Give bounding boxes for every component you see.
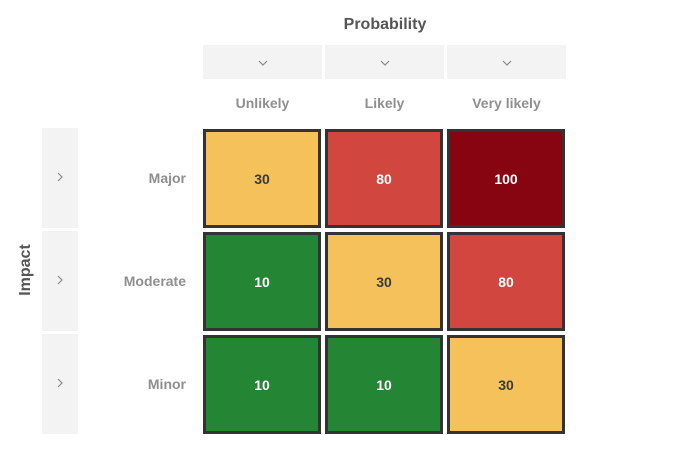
column-expand-toggle[interactable] — [447, 45, 566, 79]
cell-value-label: 10 — [254, 273, 270, 290]
cell-value-label: 10 — [376, 376, 392, 393]
x-axis-title: Probability — [343, 16, 427, 33]
y-tick-label: Major — [148, 170, 186, 186]
cell-value-label: 30 — [376, 273, 392, 290]
cell-value-label: 30 — [254, 170, 270, 187]
cell-value-label: 80 — [376, 170, 392, 187]
heatmap-cell[interactable]: 80 — [447, 232, 565, 331]
cell-value-label: 100 — [494, 170, 518, 187]
y-tick-label: Moderate — [123, 273, 186, 289]
row-expand-toggle[interactable] — [42, 128, 78, 228]
x-tick-label: Likely — [364, 95, 405, 111]
chevron-down-icon — [258, 55, 268, 69]
heatmap-cell[interactable]: 10 — [325, 335, 443, 434]
y-axis-title: Impact — [17, 244, 34, 296]
heatmap-cell[interactable]: 30 — [447, 335, 565, 434]
row-expand-toggle[interactable] — [42, 334, 78, 434]
chevron-right-icon — [57, 171, 63, 185]
chevron-down-icon — [502, 55, 512, 69]
heatmap-cell[interactable]: 10 — [203, 335, 321, 434]
chevron-right-icon — [57, 274, 63, 288]
cell-value-label: 30 — [498, 376, 514, 393]
heatmap-cell[interactable]: 80 — [325, 129, 443, 228]
row-expand-toggle[interactable] — [42, 231, 78, 331]
chevron-right-icon — [57, 377, 63, 391]
x-tick-label: Unlikely — [235, 95, 290, 111]
heatmap-cell[interactable]: 10 — [203, 232, 321, 331]
heatmap-cell[interactable]: 30 — [325, 232, 443, 331]
x-tick-label: Very likely — [472, 95, 541, 111]
cell-value-label: 80 — [498, 273, 514, 290]
heatmap-cell[interactable]: 30 — [203, 129, 321, 228]
heatmap-cell[interactable]: 100 — [447, 129, 565, 228]
column-expand-toggle[interactable] — [203, 45, 322, 79]
chevron-down-icon — [380, 55, 390, 69]
column-expand-toggle[interactable] — [325, 45, 444, 79]
cell-value-label: 10 — [254, 376, 270, 393]
y-tick-label: Minor — [147, 376, 186, 392]
